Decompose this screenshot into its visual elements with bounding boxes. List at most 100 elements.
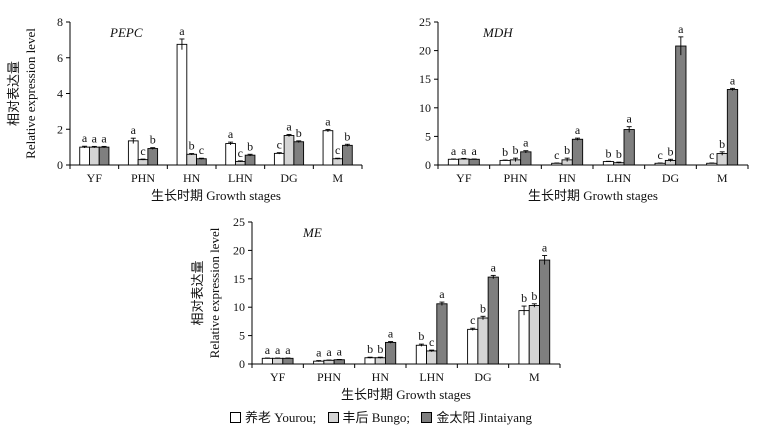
chart-title: MDH bbox=[482, 25, 513, 40]
y-axis-label-en: Relative expression level bbox=[23, 28, 38, 159]
significance-label: c bbox=[335, 143, 340, 157]
y-tick-label: 20 bbox=[233, 243, 245, 257]
bar bbox=[415, 344, 427, 365]
x-axis-label: 生长时期 Growth stages bbox=[151, 188, 281, 203]
significance-label: a bbox=[439, 287, 445, 301]
legend-item-jintaiyang: 金太阳 Jintaiyang bbox=[421, 407, 532, 426]
significance-label: a bbox=[523, 136, 529, 150]
x-tick-label: DG bbox=[474, 370, 492, 384]
bar bbox=[225, 143, 236, 166]
legend-swatch-jintaiyang bbox=[421, 412, 433, 423]
bar bbox=[244, 154, 256, 166]
y-tick-label: 5 bbox=[239, 329, 245, 343]
bar bbox=[273, 152, 285, 166]
significance-label: a bbox=[451, 144, 457, 158]
bar bbox=[468, 158, 480, 166]
significance-label: b bbox=[480, 301, 486, 315]
y-tick-label: 0 bbox=[239, 357, 245, 371]
y-axis-label-en: Relative expression level bbox=[207, 227, 222, 358]
significance-label: b bbox=[606, 146, 612, 160]
bar bbox=[477, 317, 489, 365]
bar bbox=[436, 303, 448, 365]
significance-label: a bbox=[131, 123, 137, 137]
bar bbox=[364, 357, 376, 365]
x-tick-label: YF bbox=[87, 171, 103, 185]
legend: 养老 Yourou; 丰后 Bungo; 金太阳 Jintaiyang bbox=[0, 407, 762, 426]
x-tick-label: PHN bbox=[503, 171, 527, 185]
significance-label: a bbox=[179, 24, 185, 38]
bar bbox=[571, 138, 584, 166]
bar bbox=[196, 158, 207, 166]
significance-label: a bbox=[316, 346, 322, 360]
y-tick-label: 2 bbox=[57, 122, 63, 136]
bar bbox=[487, 276, 499, 365]
significance-label: a bbox=[265, 343, 271, 357]
legend-label-yourou: 养老 Yourou; bbox=[244, 410, 317, 425]
x-axis-label: 生长时期 Growth stages bbox=[341, 387, 471, 402]
chart-title: ME bbox=[302, 225, 322, 240]
significance-label: a bbox=[285, 343, 291, 357]
significance-label: a bbox=[275, 343, 281, 357]
bar bbox=[333, 359, 345, 365]
significance-label: c bbox=[554, 148, 559, 162]
x-tick-label: M bbox=[717, 171, 728, 185]
significance-label: a bbox=[326, 345, 332, 359]
significance-label: a bbox=[325, 114, 331, 128]
x-tick-label: LHN bbox=[606, 171, 631, 185]
y-tick-label: 15 bbox=[233, 272, 245, 286]
bar bbox=[520, 151, 532, 166]
bar bbox=[602, 161, 615, 166]
bar bbox=[322, 130, 334, 166]
x-axis-label: 生长时期 Growth stages bbox=[528, 188, 658, 203]
significance-label: b bbox=[377, 342, 383, 356]
bar bbox=[98, 146, 110, 166]
significance-label: c bbox=[277, 138, 282, 152]
bar bbox=[293, 141, 305, 166]
x-tick-label: HN bbox=[183, 171, 201, 185]
significance-label: c bbox=[658, 148, 663, 162]
x-tick-label: DG bbox=[662, 171, 680, 185]
bar bbox=[518, 310, 530, 365]
y-tick-label: 10 bbox=[419, 101, 431, 115]
significance-label: b bbox=[502, 145, 508, 159]
bar bbox=[623, 129, 635, 166]
significance-label: b bbox=[418, 329, 424, 343]
significance-label: b bbox=[189, 139, 195, 153]
significance-label: a bbox=[82, 131, 88, 145]
legend-label-jintaiyang: 金太阳 Jintaiyang bbox=[436, 410, 532, 425]
bar bbox=[261, 357, 273, 365]
significance-label: a bbox=[627, 112, 633, 126]
bar bbox=[283, 135, 295, 166]
significance-label: a bbox=[92, 131, 98, 145]
bar bbox=[675, 45, 687, 166]
x-tick-label: YF bbox=[456, 171, 472, 185]
legend-label-bungo: 丰后 Bungo; bbox=[342, 410, 411, 425]
x-tick-label: YF bbox=[270, 370, 286, 384]
significance-label: a bbox=[388, 327, 394, 341]
x-tick-label: M bbox=[529, 370, 540, 384]
bar bbox=[528, 305, 540, 365]
y-tick-label: 15 bbox=[419, 72, 431, 86]
x-tick-label: DG bbox=[280, 171, 298, 185]
significance-label: a bbox=[461, 143, 467, 157]
bar bbox=[467, 328, 479, 365]
bar bbox=[323, 359, 335, 365]
significance-label: a bbox=[337, 344, 343, 358]
y-tick-label: 0 bbox=[57, 158, 63, 172]
significance-label: a bbox=[228, 127, 234, 141]
significance-label: b bbox=[513, 143, 519, 157]
x-tick-label: PHN bbox=[317, 370, 341, 384]
significance-label: b bbox=[367, 342, 373, 356]
y-axis-label-cn: 相对表达量 bbox=[6, 61, 21, 126]
y-tick-label: 25 bbox=[233, 215, 245, 229]
chart-title: PEPC bbox=[109, 25, 143, 40]
significance-label: b bbox=[564, 143, 570, 157]
x-tick-label: PHN bbox=[131, 171, 155, 185]
significance-label: b bbox=[150, 133, 156, 147]
significance-label: a bbox=[491, 260, 497, 274]
significance-label: c bbox=[429, 335, 434, 349]
significance-label: b bbox=[247, 139, 253, 153]
significance-label: c bbox=[199, 143, 204, 157]
